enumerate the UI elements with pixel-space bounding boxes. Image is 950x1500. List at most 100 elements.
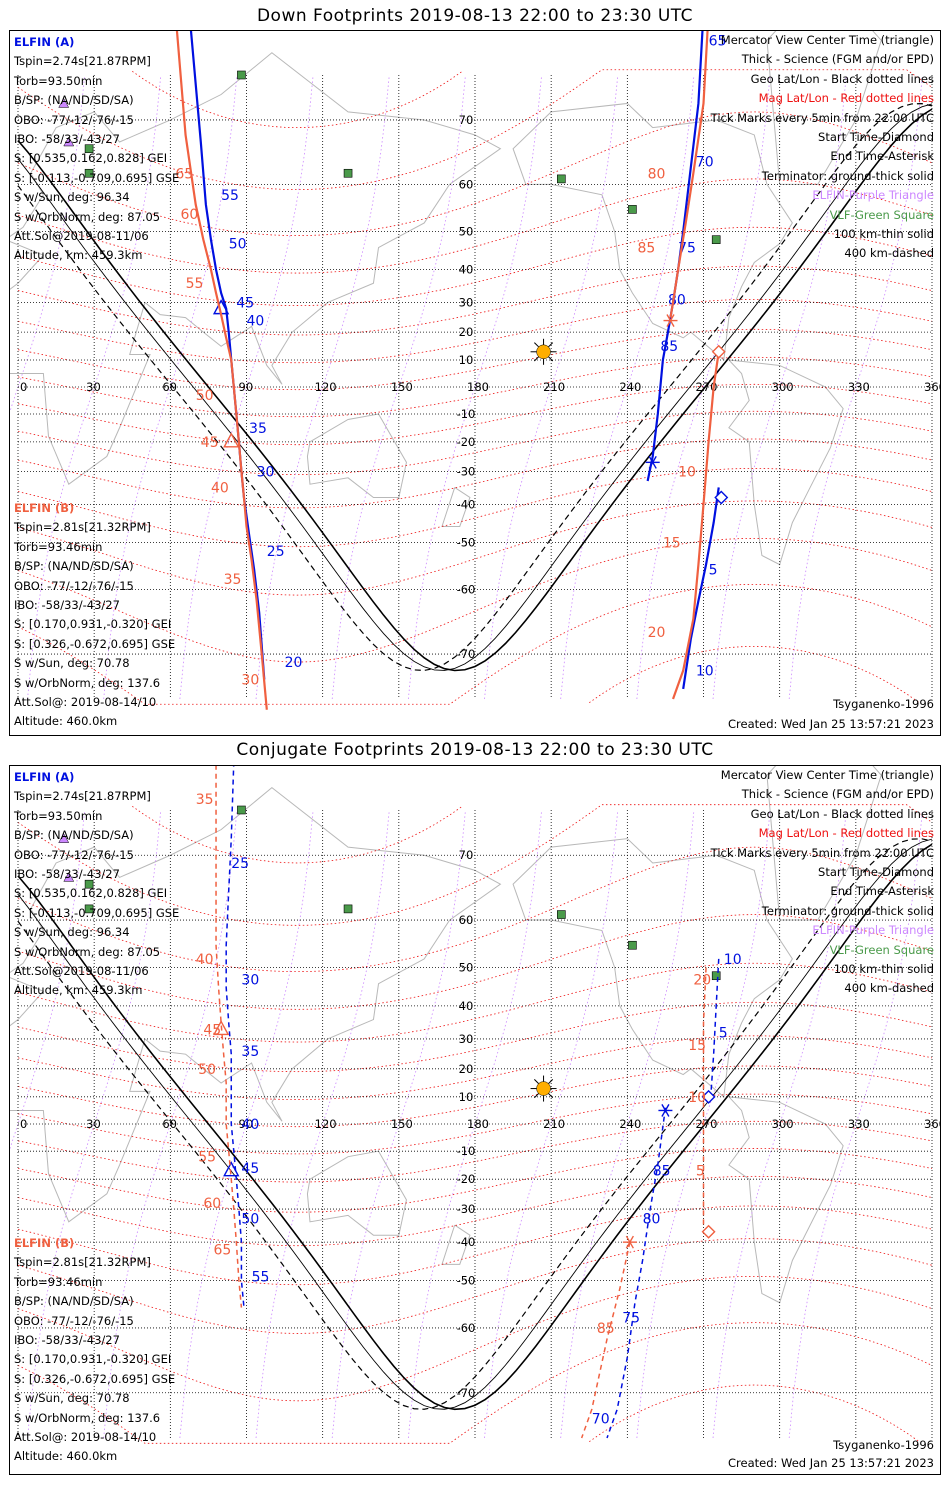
elfin-a-info-line: S: [-0.113,-0.709,0.695] GSE (14, 905, 180, 920)
legend-entry: Mercator View Center Time (triangle) (720, 33, 934, 47)
terminators (17, 838, 933, 1411)
tick-label: 85 (597, 1321, 615, 1337)
elfin-b-info-line: Altitude: 460.0km (14, 714, 118, 729)
terminator-400km (17, 838, 933, 1410)
sun-ray (548, 356, 554, 362)
track-elfin-b: 20 15 10 5 (688, 967, 716, 1239)
center-time-triangle (223, 1161, 240, 1177)
elfin-b-info-line: S w/OrbNorm, deg: 137.6 (14, 1410, 161, 1425)
terminators (17, 103, 933, 672)
elfin-b-info-line: S: [0.170,0.931,-0.320] GEI (14, 617, 172, 632)
track-elfin-a: 5 10 (682, 487, 729, 690)
x-tick-label: 330 (848, 1117, 870, 1131)
coastline (766, 766, 882, 921)
tick-label: 25 (231, 856, 249, 872)
sun-ray (534, 1079, 539, 1084)
elfin-a-info-line: Torb=93.50min (14, 73, 103, 88)
y-tick-label: -40 (457, 497, 476, 511)
mag-lon-line (255, 809, 390, 1439)
coastline (10, 52, 502, 485)
terminator-400km (17, 103, 933, 672)
tick-label: 40 (211, 480, 229, 496)
elfin-a-info-line: OBO: -77/-12/-76/-15 (14, 112, 134, 127)
tick-label: 35 (241, 1044, 259, 1060)
elfin-a-info-line: S: [0.535,0.162,0.828] GEI (14, 886, 168, 901)
elfin-b-info-line: S: [0.326,-0.672,0.695] GSE (14, 636, 176, 651)
x-tick-label: 150 (391, 1117, 413, 1131)
y-tick-label: 30 (459, 295, 474, 309)
tick-label: 85 (653, 1164, 671, 1180)
tick-label: 60 (203, 1196, 221, 1212)
track-line (606, 1107, 667, 1439)
model-label: Tsyganenko-1996 (833, 1438, 934, 1452)
map-frame: 0 30 60 90 120 150 180 210 240 270 300 330 360 -70 -60… (9, 765, 941, 1475)
tick-label: 25 (267, 544, 285, 560)
tick-label: 45 (236, 295, 254, 311)
x-tick-label: 300 (772, 380, 794, 394)
elfin-b-info-line: Tspin=2.81s[21.32RPM] (14, 520, 151, 535)
end-time-asterisk (661, 1104, 670, 1117)
center-time-triangle (223, 432, 240, 448)
tick-label: 55 (221, 188, 239, 204)
elfin-station-marker (58, 97, 70, 108)
elfin-a-info-line: S: [-0.113,-0.709,0.695] GSE (14, 170, 180, 185)
geo-grid (17, 75, 933, 699)
tick-label: 20 (285, 655, 303, 671)
vlf-station-marker (84, 168, 94, 178)
elfin-b-info-line: S w/Sun, deg: 70.78 (14, 1391, 130, 1406)
mag-lon-line (560, 809, 695, 1439)
tick-label: 60 (180, 207, 198, 223)
legend-entry: End Time-Asterisk (830, 884, 934, 899)
legend-entry: Tick Marks every 5min from 22:00 UTC (710, 845, 934, 860)
end-time-asterisk (666, 314, 675, 327)
tick-label: 35 (196, 792, 214, 808)
map-frame: 0 30 60 90 120 150 180 210 240 270 300 330 360 -70 -60… (9, 30, 941, 736)
tick-label: 50 (198, 1062, 216, 1078)
tick-label: 10 (696, 664, 714, 680)
track-elfin-b: 65 60 55 50 45 40 35 30 (175, 31, 268, 710)
tick-label: 45 (201, 435, 219, 451)
track-elfin-b: 10 15 20 (648, 344, 726, 700)
y-tick-label: -40 (457, 1235, 476, 1249)
mag-lat-line (589, 1384, 920, 1443)
sun-ray (534, 356, 539, 362)
elfin-b-info-line: Torb=93.46min (14, 539, 103, 554)
sun-ray (534, 1093, 539, 1099)
elfin-a-info-line: Att.Sol@2019-08-11/06 (14, 229, 149, 244)
elfin-b-info-line: Altitude: 460.0km (14, 1449, 118, 1464)
y-tick-label: -50 (457, 1274, 476, 1288)
vlf-station-marker (84, 144, 94, 154)
elfin-a-info-line: S w/OrbNorm, deg: 87.05 (14, 209, 161, 224)
tick-label: 20 (648, 625, 666, 641)
mag-lat-line (17, 69, 933, 191)
conjugate-footprints-panel: Conjugate Footprints 2019-08-13 22:00 to… (0, 740, 950, 1500)
elfin-b-info-line: ELFIN (B) (14, 1236, 75, 1250)
legend-entry: ELFIN-Purple Triangle (812, 923, 934, 938)
legend-entry: 100 km-thin solid (833, 962, 934, 977)
legend: Mercator View Center Time (triangle) Thic… (711, 31, 934, 264)
legend-entry: Terminator: ground-thick solid (761, 168, 934, 183)
tick-label: 30 (257, 465, 275, 481)
track-elfin-b: 85 (580, 1235, 637, 1439)
mag-lat-line (17, 583, 933, 705)
elfin-station-marker (63, 136, 75, 147)
mag-lon-line (10, 809, 86, 1150)
created-label: Created: Wed Jan 25 13:57:21 2023 (727, 1456, 934, 1470)
elfin-a-info-line: B/SP: (NA/ND/SD/SA) (14, 828, 134, 843)
x-tick-label: 360 (924, 1117, 940, 1131)
elfin-b-info-line: S: [0.170,0.931,-0.320] GEI (14, 1352, 172, 1367)
vlf-station-marker (711, 971, 721, 981)
elfin-station-marker (63, 871, 75, 882)
sun-disk (536, 344, 551, 360)
mercator-map: 0 30 60 90 120 150 180 210 240 270 300 330 360 -70 -60… (10, 31, 940, 710)
y-tick-label: 50 (459, 224, 474, 238)
vlf-station-marker (237, 70, 246, 80)
legend-entry: Start Time-Diamond (818, 130, 934, 145)
tick-label: 40 (241, 1117, 259, 1133)
mag-lat-line (17, 438, 933, 509)
vlf-station-marker (557, 910, 566, 919)
tick-label: 40 (247, 314, 265, 330)
elfin-a-info: ELFIN (A) Tspin=2.74s[21.87RPM] Torb=93.50… (14, 768, 179, 1001)
tick-label: 5 (709, 562, 718, 578)
tick-label: 40 (196, 952, 214, 968)
